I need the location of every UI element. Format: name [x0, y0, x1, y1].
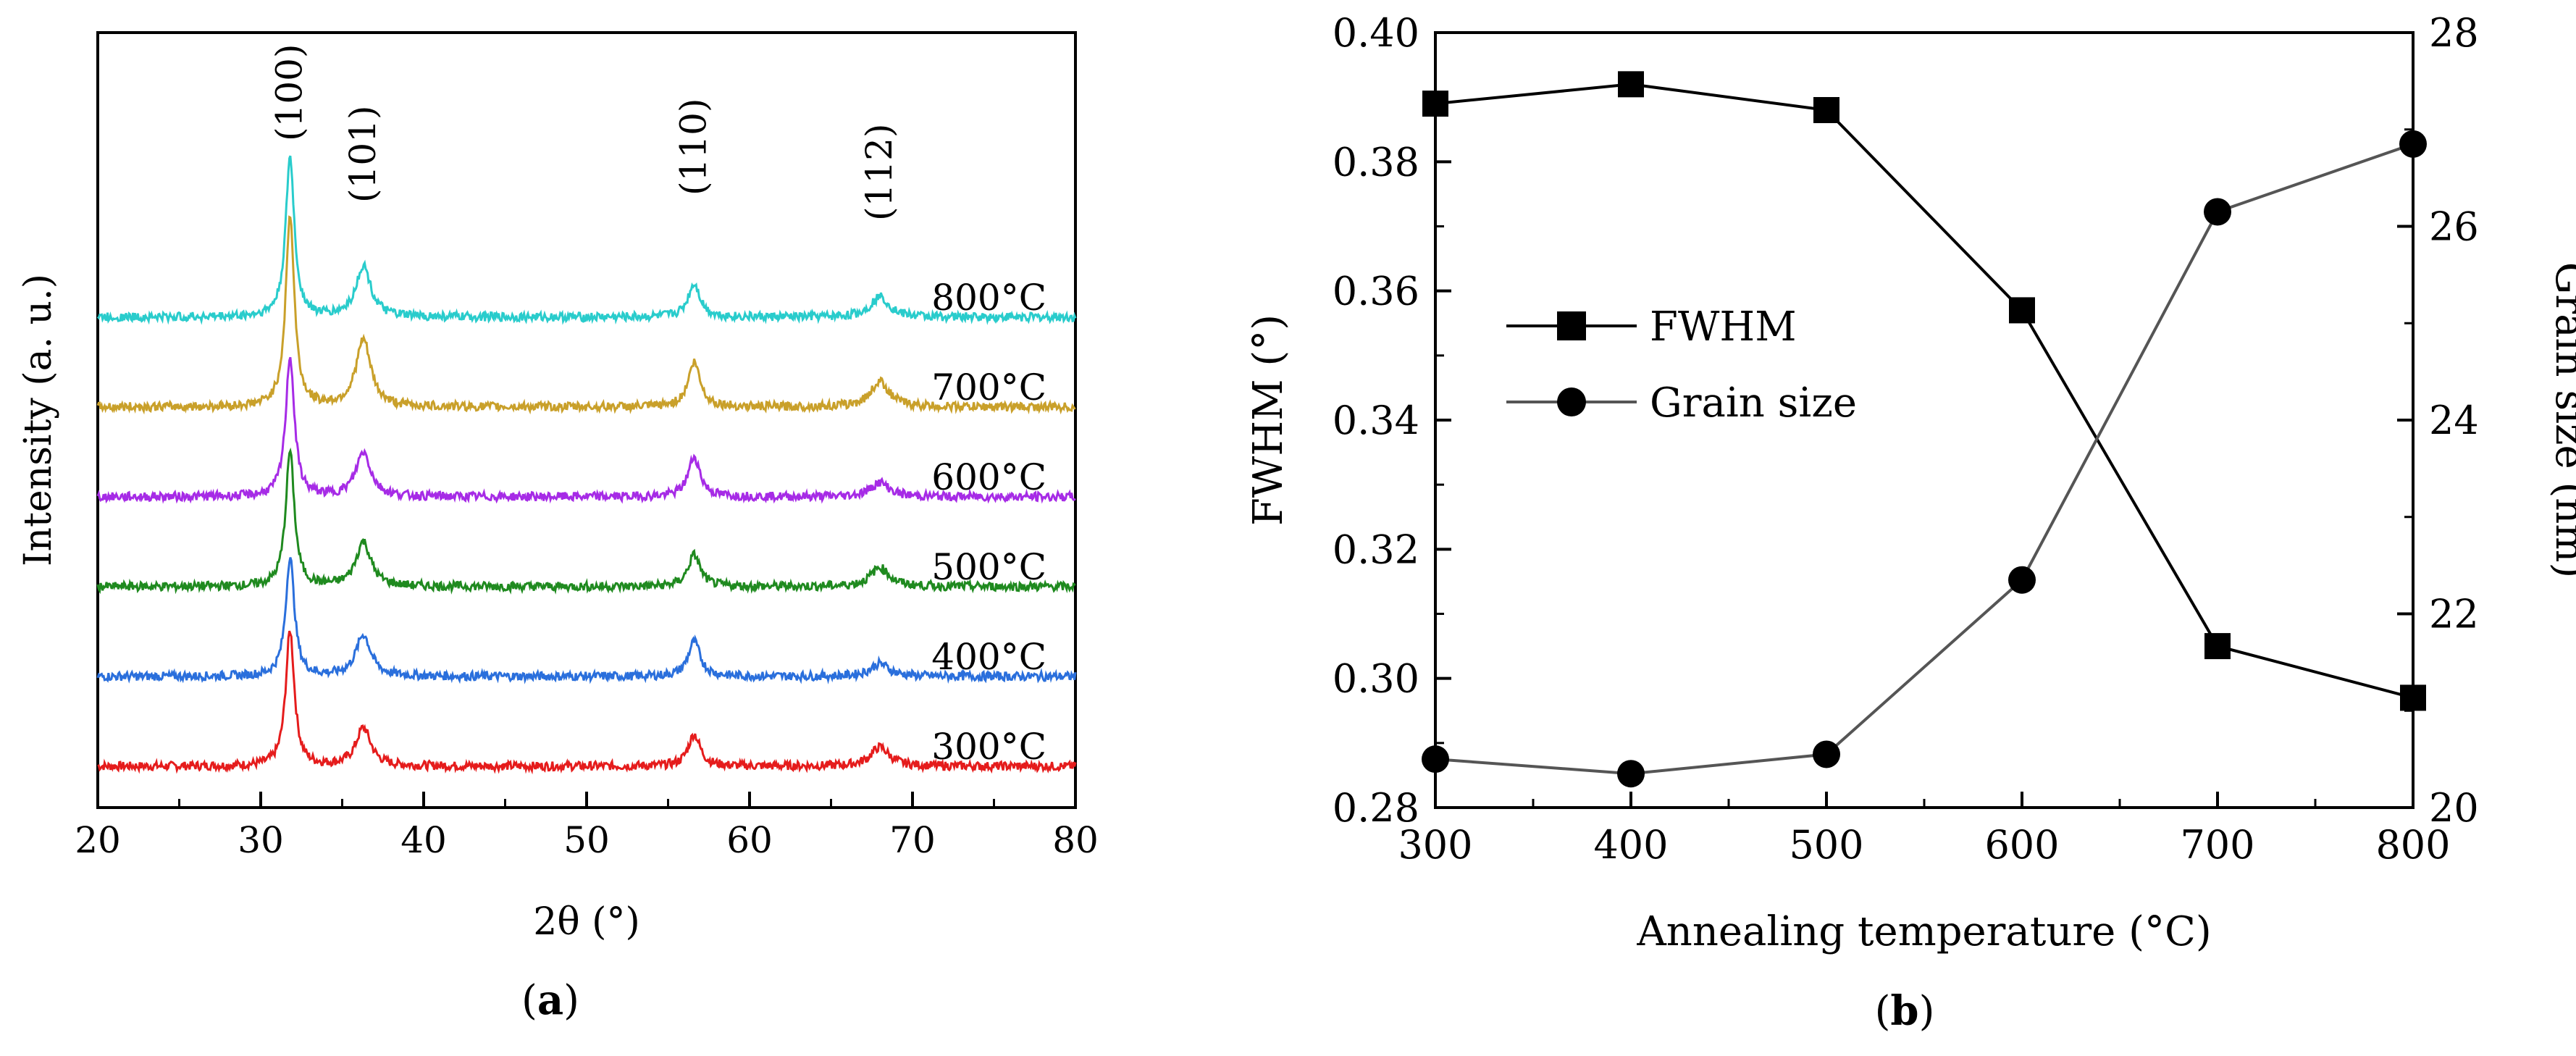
fwhm-line — [1435, 83, 2414, 700]
grain-size-point — [2399, 130, 2427, 158]
grain-y-tick-label: 26 — [2429, 204, 2479, 250]
xrd-temperature-label: 500°C — [931, 546, 1046, 588]
xrd-x-axis-label: 2θ (°) — [533, 900, 640, 944]
xrd-trace-500 — [96, 447, 1076, 595]
fwhm-series-group — [1422, 71, 2427, 788]
fwhm-y-tick-label: 0.30 — [1333, 656, 1419, 702]
xrd-x-tick-label: 60 — [726, 819, 773, 861]
fwhm-y-tick-label: 0.36 — [1333, 269, 1419, 314]
xrd-trace-600 — [96, 356, 1076, 504]
fwhm-x-axis-label: Annealing temperature (°C) — [1636, 908, 2211, 955]
grain-y-tick-label: 22 — [2429, 592, 2479, 637]
xrd-x-tick-label: 40 — [400, 819, 447, 861]
fwhm-point — [1422, 91, 1448, 117]
fwhm-y-tick-label: 0.38 — [1333, 139, 1419, 185]
xrd-y-axis-label: Intensity (a. u.) — [17, 274, 60, 566]
grain-size-point — [2008, 566, 2036, 594]
fwhm-y-tick-label: 0.32 — [1333, 527, 1419, 572]
xrd-temperature-labels: 300°C 400°C 500°C 600°C 700°C 800°C — [931, 277, 1046, 768]
panel-a-letter: a — [537, 976, 563, 1024]
xrd-trace-400 — [96, 557, 1077, 684]
fwhm-x-tick-label: 700 — [2180, 822, 2254, 868]
xrd-peak-label: (112) — [858, 124, 900, 221]
fwhm-point — [1813, 97, 1839, 123]
legend: FWHM Grain size — [1506, 303, 1857, 427]
xrd-x-ticks: 20 30 40 50 60 70 80 — [75, 792, 1099, 861]
legend-grain-marker — [1557, 387, 1586, 416]
xrd-temperature-label: 400°C — [931, 636, 1046, 678]
legend-grain-label: Grain size — [1650, 380, 1857, 427]
xrd-peak-label: (101) — [342, 106, 384, 203]
xrd-peak-label: (110) — [673, 99, 715, 196]
fwhm-point — [2204, 633, 2231, 660]
xrd-temperature-label: 800°C — [931, 277, 1046, 319]
fwhm-x-tick-label: 300 — [1398, 822, 1472, 868]
xrd-x-tick-label: 80 — [1052, 819, 1099, 861]
xrd-panel: 20 30 40 50 60 70 80 (100) (101) (110) (112) 300°… — [17, 31, 1099, 1024]
grain-size-point — [1422, 745, 1449, 774]
grain-y-axis-label: Grain size (nm) — [2546, 262, 2576, 579]
xrd-plot-frame — [96, 31, 1077, 809]
fwhm-x-tick-label: 500 — [1789, 822, 1863, 868]
grain-size-point — [1813, 740, 1840, 768]
fwhm-y-tick-label: 0.34 — [1333, 398, 1419, 443]
fwhm-point — [2009, 297, 2035, 324]
panel-b-letter: b — [1890, 987, 1918, 1035]
xrd-trace-300 — [97, 630, 1077, 775]
fwhm-x-tick-label: 600 — [1984, 822, 2059, 868]
fwhm-plot-frame — [1434, 31, 2415, 809]
fwhm-y-tick-label: 0.28 — [1333, 785, 1419, 831]
fwhm-y-axis-label: FWHM (°) — [1245, 314, 1292, 526]
xrd-x-tick-label: 50 — [563, 819, 610, 861]
xrd-temperature-label: 300°C — [931, 726, 1046, 768]
fwhm-y-tick-label: 0.40 — [1333, 10, 1419, 56]
xrd-temperature-label: 600°C — [931, 456, 1046, 498]
xrd-temperature-label: 700°C — [931, 366, 1046, 408]
xrd-trace-700 — [96, 215, 1076, 415]
grain-size-point — [1617, 760, 1645, 788]
xrd-series-group — [96, 155, 1077, 775]
panel-a-caption: (a) — [521, 976, 579, 1024]
grain-y-tick-label: 20 — [2429, 785, 2479, 831]
fwhm-x-tick-label: 800 — [2375, 822, 2450, 868]
xrd-peak-labels: (100) (101) (110) (112) — [269, 44, 901, 221]
grain-y-tick-label: 24 — [2429, 398, 2479, 443]
fwhm-axes-ticks: 300 400 500 600 700 800 0.28 0.30 0.32 0.34 0.36 0.… — [1333, 10, 2479, 868]
xrd-x-tick-label: 30 — [238, 819, 284, 861]
xrd-trace-800 — [96, 155, 1077, 325]
fwhm-grain-panel: 300 400 500 600 700 800 0.28 0.30 0.32 0.34 0.36 0.… — [1245, 10, 2576, 1035]
grain-y-tick-label: 28 — [2429, 10, 2479, 56]
grain-size-line — [1435, 142, 2414, 776]
grain-size-point — [2204, 198, 2231, 226]
fwhm-point — [2400, 684, 2426, 711]
xrd-x-tick-label: 20 — [75, 819, 121, 861]
legend-fwhm-label: FWHM — [1650, 303, 1797, 351]
xrd-peak-label: (100) — [269, 44, 311, 141]
fwhm-point — [1618, 71, 1644, 98]
xrd-x-tick-label: 70 — [889, 819, 936, 861]
fwhm-x-tick-label: 400 — [1593, 822, 1668, 868]
panel-b-caption: (b) — [1875, 987, 1935, 1035]
legend-fwhm-marker — [1557, 311, 1586, 340]
